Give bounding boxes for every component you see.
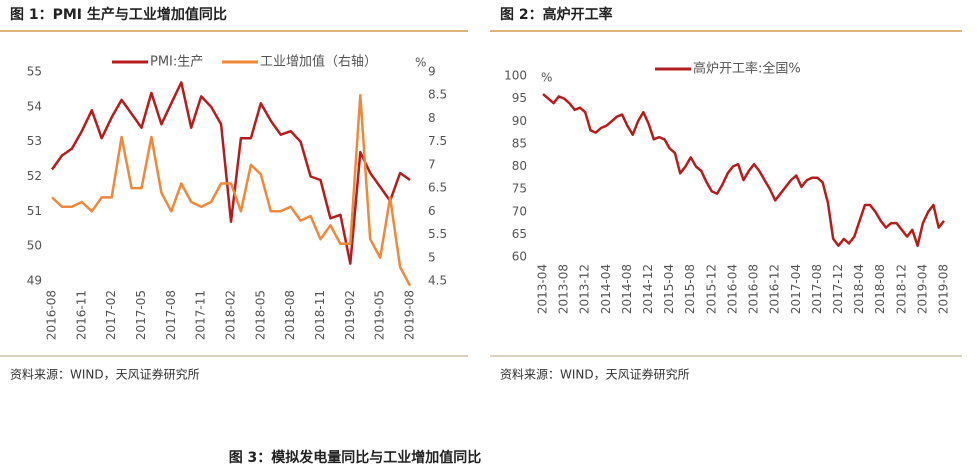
x-tick-label: 2017-08 bbox=[164, 290, 178, 340]
y-tick-label: 70 bbox=[512, 204, 527, 218]
x-tick-label: 2018-02 bbox=[224, 290, 238, 340]
x-tick-label: 2014-12 bbox=[641, 264, 655, 314]
x-tick-label: 2017-08 bbox=[810, 264, 824, 314]
y-tick-label: 90 bbox=[512, 114, 527, 128]
y-tick-label: 51 bbox=[27, 204, 42, 218]
x-tick-label: 2017-02 bbox=[104, 290, 118, 340]
y-tick-label: 55 bbox=[27, 65, 42, 79]
y2-tick-label: 9 bbox=[428, 65, 436, 79]
y-tick-label: 53 bbox=[27, 134, 42, 148]
x-tick-label: 2018-08 bbox=[283, 290, 297, 340]
x-tick-label: 2015-12 bbox=[704, 264, 718, 314]
y2-tick-label: 6.5 bbox=[428, 181, 447, 195]
x-tick-label: 2016-08 bbox=[45, 290, 59, 340]
x-tick-label: 2016-04 bbox=[725, 264, 739, 314]
x-tick-label: 2013-04 bbox=[536, 264, 550, 314]
x-tick-label: 2017-05 bbox=[134, 290, 148, 340]
y-tick-label: 50 bbox=[27, 239, 42, 253]
x-tick-label: 2017-04 bbox=[789, 264, 803, 314]
x-tick-label: 2018-12 bbox=[894, 264, 908, 314]
y-tick-label: 60 bbox=[512, 250, 527, 264]
x-tick-label: 2018-11 bbox=[313, 290, 327, 340]
y-tick-label: 95 bbox=[512, 91, 527, 105]
y-tick-label: 80 bbox=[512, 159, 527, 173]
x-tick-label: 2016-12 bbox=[768, 264, 782, 314]
x-tick-label: 2017-11 bbox=[194, 290, 208, 340]
figure-title: 图 2：高炉开工率 bbox=[500, 6, 613, 23]
x-tick-label: 2016-11 bbox=[74, 290, 88, 340]
data-line bbox=[51, 93, 412, 287]
x-tick-label: 2019-02 bbox=[343, 290, 357, 340]
x-tick-label: 2013-08 bbox=[557, 264, 571, 314]
source: 资料来源：WIND，天风证券研究所 bbox=[500, 367, 690, 382]
y-tick-label: 52 bbox=[27, 169, 42, 183]
legend-label: 工业增加值（右轴） bbox=[260, 54, 377, 70]
unit-label: % bbox=[415, 56, 426, 70]
x-tick-label: 2019-05 bbox=[373, 290, 387, 340]
x-tick-label: 2018-05 bbox=[253, 290, 267, 340]
y2-tick-label: 8 bbox=[428, 111, 436, 125]
y2-tick-label: 5 bbox=[428, 250, 436, 264]
y2-tick-label: 6 bbox=[428, 204, 436, 218]
x-tick-label: 2018-08 bbox=[873, 264, 887, 314]
y-tick-label: 100 bbox=[504, 69, 527, 83]
x-tick-label: 2015-08 bbox=[683, 264, 697, 314]
data-line bbox=[50, 81, 411, 265]
y-tick-label: 85 bbox=[512, 136, 527, 150]
x-tick-label: 2013-12 bbox=[578, 264, 592, 314]
y2-tick-label: 7 bbox=[428, 157, 436, 171]
figure-title: 图 1：PMI 生产与工业增加值同比 bbox=[10, 6, 227, 23]
y-tick-label: 49 bbox=[27, 274, 42, 288]
y2-tick-label: 8.5 bbox=[428, 88, 447, 102]
y2-tick-label: 5.5 bbox=[428, 227, 447, 241]
x-tick-label: 2018-04 bbox=[852, 264, 866, 314]
unit-label: % bbox=[541, 71, 552, 85]
x-tick-label: 2017-12 bbox=[831, 264, 845, 314]
y-tick-label: 75 bbox=[512, 182, 527, 196]
source: 资料来源：WIND，天风证券研究所 bbox=[10, 367, 200, 382]
figure-title: 图 3：模拟发电量同比与工业增加值同比 bbox=[229, 449, 482, 466]
legend-label: PMI:生产 bbox=[150, 55, 203, 70]
legend-label: 高炉开工率:全国% bbox=[693, 61, 801, 77]
y2-tick-label: 4.5 bbox=[428, 274, 447, 288]
y2-tick-label: 7.5 bbox=[428, 134, 447, 148]
y-tick-label: 65 bbox=[512, 227, 527, 241]
y-tick-label: 54 bbox=[27, 99, 42, 113]
x-tick-label: 2014-04 bbox=[599, 264, 613, 314]
x-tick-label: 2015-04 bbox=[662, 264, 676, 314]
x-tick-label: 2016-08 bbox=[747, 264, 761, 314]
data-line bbox=[542, 93, 945, 247]
x-tick-label: 2019-08 bbox=[403, 290, 417, 340]
x-tick-label: 2019-08 bbox=[937, 264, 951, 314]
x-tick-label: 2019-04 bbox=[915, 264, 929, 314]
x-tick-label: 2014-08 bbox=[620, 264, 634, 314]
